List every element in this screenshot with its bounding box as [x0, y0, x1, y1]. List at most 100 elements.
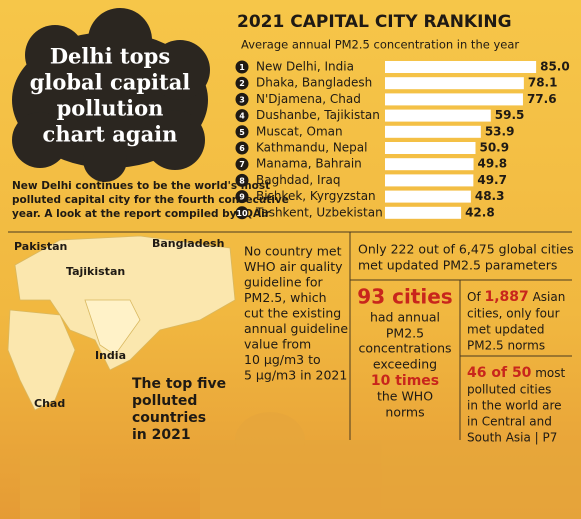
rank-badge: [235, 206, 249, 220]
value-label: 53.9: [485, 124, 515, 138]
region-text: most: [531, 366, 565, 380]
chart-title: 2021 CAPITAL CITY RANKING: [237, 12, 512, 32]
region-text: 46 of 50 most: [467, 365, 566, 381]
rank-badge: [235, 92, 249, 106]
headline-cloud: [12, 8, 210, 182]
bar: [385, 125, 481, 138]
rank-badge: [235, 76, 249, 90]
rank: 5: [239, 128, 245, 137]
highlight: 46 of 50: [467, 365, 532, 381]
rank: 2: [239, 79, 245, 88]
region-text: in the world are: [467, 399, 562, 413]
rank-badge: [235, 125, 249, 139]
rank-badge: [235, 157, 249, 171]
bar: [385, 109, 491, 122]
value-label: 85.0: [540, 60, 570, 74]
bar: [385, 206, 462, 219]
intro: year. A look at the report compiled by I…: [12, 208, 271, 220]
region-text: in Central and: [467, 415, 552, 429]
asian-text: cities, only four: [467, 307, 560, 321]
category-label: New Delhi, India: [256, 60, 354, 74]
intro: New Delhi continues to be the world's mo…: [12, 180, 270, 192]
map-label: India: [95, 349, 126, 362]
exceed-text: had annual: [370, 310, 440, 325]
skyline: [20, 412, 581, 519]
asian-text: Of 1,887 Asian: [467, 289, 565, 305]
bar: [385, 190, 471, 203]
asian-text: Asian: [529, 290, 566, 304]
category-label: Tashkent, Uzbekistan: [255, 205, 383, 219]
bar: [385, 93, 523, 106]
map-caption: in 2021: [132, 427, 191, 443]
rank: 1: [239, 63, 245, 72]
highlight: 10 times: [371, 373, 439, 389]
value-label: 78.1: [528, 76, 558, 90]
rank: 6: [239, 144, 245, 153]
rank-badge: [235, 173, 249, 187]
map-label: Bangladesh: [152, 237, 224, 250]
rank: 4: [239, 112, 245, 121]
rank-badge: [235, 190, 249, 204]
rank: 3: [239, 95, 245, 104]
value-label: 77.6: [527, 92, 557, 106]
category-label: Baghdad, Iraq: [256, 173, 340, 187]
headline: global capital: [30, 70, 191, 95]
map: [7, 235, 236, 411]
category-label: N'Djamena, Chad: [256, 92, 361, 106]
exceed-text: the WHO: [377, 389, 433, 404]
region-text: polluted cities: [467, 383, 551, 397]
headline: Delhi tops: [50, 44, 170, 69]
map-label: Tajikistan: [66, 265, 125, 278]
category-label: Dushanbe, Tajikistan: [256, 108, 380, 122]
highlight: 93 cities: [357, 285, 452, 309]
exceed-text: exceeding: [373, 357, 437, 372]
value-label: 42.8: [465, 205, 495, 219]
rank: 8: [239, 176, 245, 185]
value-label: 49.7: [477, 173, 507, 187]
who-note: 10 µg/m3 to: [244, 352, 321, 367]
bar: [385, 61, 537, 73]
category-label: Manama, Bahrain: [256, 157, 362, 171]
rank-badge: [235, 109, 249, 123]
exceed-text: norms: [385, 405, 424, 420]
exceed-text: PM2.5: [386, 326, 424, 341]
map-caption: The top five: [132, 376, 226, 392]
asian-text: met updated: [467, 323, 545, 337]
category-label: Muscat, Oman: [256, 124, 343, 138]
bar: [385, 142, 476, 154]
cities-note: Only 222 out of 6,475 global cities: [358, 242, 574, 257]
rank: 10: [236, 209, 248, 218]
value-label: 59.5: [495, 108, 525, 122]
category-label: Bishkek, Kyrgyzstan: [256, 189, 376, 203]
map-caption: countries: [132, 410, 206, 426]
chart-subtitle: Average annual PM2.5 concentration in th…: [241, 38, 519, 52]
map-label: Pakistan: [14, 240, 67, 253]
map-label: Chad: [34, 397, 65, 410]
bar: [385, 77, 524, 90]
category-label: Dhaka, Bangladesh: [256, 76, 372, 90]
who-note: value from: [244, 337, 311, 352]
rank: 7: [239, 160, 245, 169]
rank: 9: [239, 193, 245, 202]
who-note: WHO air quality: [244, 259, 343, 274]
exceed-text: concentrations: [358, 341, 451, 356]
cities-note: met updated PM2.5 parameters: [358, 258, 557, 273]
highlight: 1,887: [484, 289, 528, 305]
category-label: Kathmandu, Nepal: [256, 141, 368, 155]
who-note: cut the existing: [244, 306, 341, 321]
who-note: guideline for: [244, 275, 324, 290]
who-note: PM2.5, which: [244, 290, 327, 305]
value-label: 48.3: [475, 189, 505, 203]
value-label: 49.8: [478, 157, 508, 171]
bar: [385, 158, 474, 171]
region-text: South Asia | P7: [467, 431, 557, 445]
who-note: 5 µg/m3 in 2021: [244, 368, 347, 383]
map-caption: polluted: [132, 393, 197, 409]
value-label: 50.9: [479, 141, 509, 155]
asian-text: Of: [467, 290, 484, 304]
who-note: annual guideline: [244, 321, 348, 336]
intro: polluted capital city for the fourth con…: [12, 194, 289, 206]
bar: [385, 174, 474, 187]
headline: pollution: [57, 96, 164, 121]
